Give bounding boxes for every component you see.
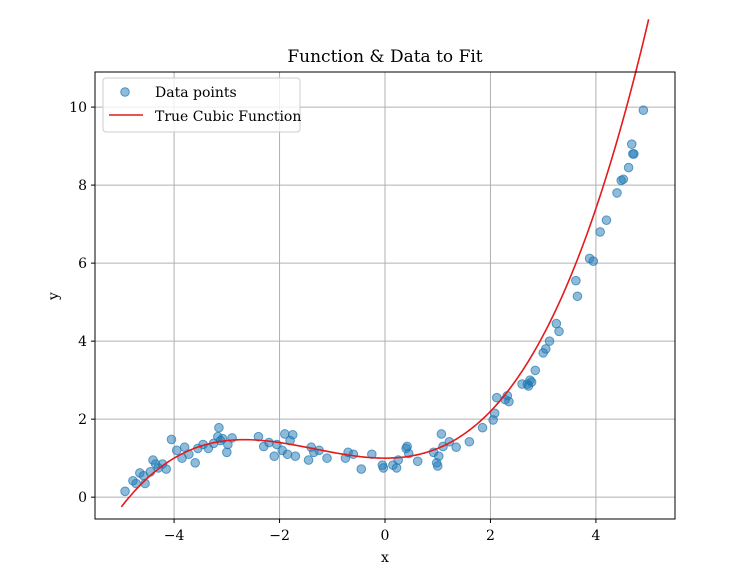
- data-point: [623, 162, 634, 173]
- y-tick-label: 4: [78, 334, 87, 350]
- legend-label-true-cubic: True Cubic Function: [155, 109, 301, 125]
- data-point: [436, 429, 447, 439]
- data-point: [378, 463, 389, 473]
- data-point: [588, 256, 599, 266]
- chart-title: Function & Data to Fit: [287, 47, 482, 67]
- data-point: [601, 215, 612, 226]
- data-point: [477, 422, 488, 433]
- data-point: [367, 449, 377, 460]
- data-point: [322, 453, 332, 463]
- x-tick-label: 2: [486, 528, 495, 544]
- x-tick-label: 4: [591, 528, 600, 544]
- y-tick-label: 10: [69, 100, 87, 116]
- data-point: [356, 464, 367, 474]
- data-point: [595, 227, 605, 237]
- data-point: [166, 434, 177, 445]
- data-point: [433, 451, 444, 462]
- data-point: [638, 105, 649, 116]
- x-tick-label: 0: [381, 528, 390, 544]
- data-point: [214, 422, 224, 433]
- data-point: [530, 365, 541, 376]
- data-point: [179, 442, 190, 453]
- data-point: [391, 463, 402, 473]
- data-point: [571, 275, 581, 286]
- y-tick-label: 6: [78, 256, 87, 272]
- x-tick-label: −2: [269, 528, 290, 544]
- data-point: [544, 336, 555, 346]
- data-point: [489, 408, 500, 419]
- grid: [95, 72, 675, 519]
- cubic-line-layer: [120, 19, 650, 508]
- x-tick-label: −4: [164, 528, 185, 544]
- data-point: [269, 451, 280, 462]
- legend-marker-data-points: [120, 87, 130, 97]
- y-tick-label: 8: [78, 178, 87, 194]
- y-tick-label: 0: [78, 490, 87, 506]
- data-point: [264, 437, 274, 448]
- data-point: [464, 436, 475, 447]
- data-point: [554, 326, 564, 337]
- data-point: [290, 451, 301, 462]
- data-point: [626, 139, 637, 149]
- data-point: [171, 445, 182, 456]
- data-point: [412, 456, 423, 467]
- data-point: [618, 174, 629, 185]
- data-point: [348, 449, 359, 460]
- data-point: [451, 442, 461, 453]
- data-point: [504, 396, 514, 407]
- data-point: [161, 464, 171, 474]
- data-points: [120, 105, 649, 497]
- data-point: [572, 291, 583, 302]
- data-point: [432, 461, 443, 471]
- data-point: [120, 486, 130, 497]
- legend: Data points True Cubic Function: [102, 77, 301, 133]
- y-axis-label: y: [46, 292, 62, 301]
- data-point: [612, 188, 622, 198]
- data-point: [551, 318, 562, 329]
- legend-label-data-points: Data points: [155, 85, 237, 101]
- true-cubic-line: [120, 19, 650, 508]
- data-point: [253, 431, 264, 442]
- data-point: [287, 429, 298, 440]
- x-axis-label: x: [381, 550, 389, 566]
- y-tick-label: 2: [78, 412, 87, 428]
- data-point: [222, 447, 232, 458]
- data-point: [282, 449, 293, 460]
- data-point: [526, 377, 537, 387]
- data-point: [303, 455, 314, 465]
- data-point: [541, 344, 551, 354]
- data-point: [629, 149, 639, 159]
- legend-box: [102, 77, 301, 133]
- axis-ticks: −4 −2 0 2 4 0 2 4 6 8 10: [69, 100, 600, 544]
- data-point: [190, 458, 200, 468]
